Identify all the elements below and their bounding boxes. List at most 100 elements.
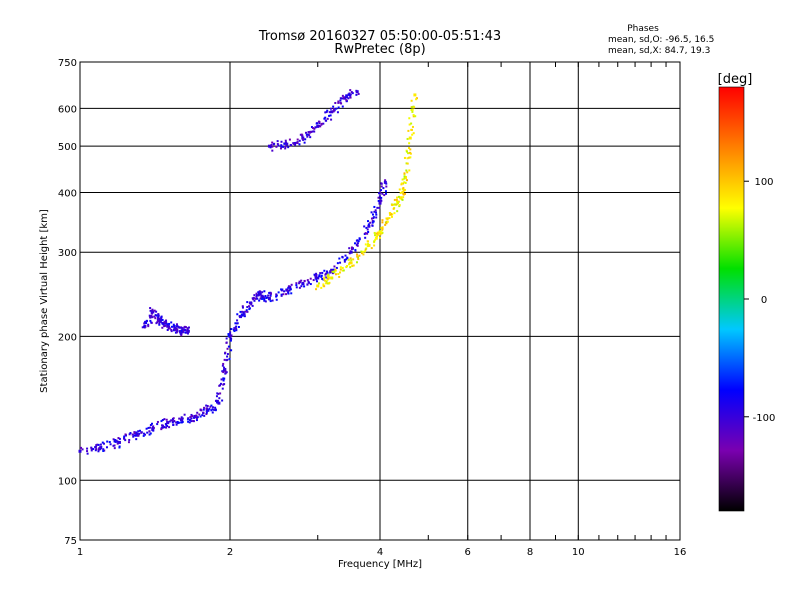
- echo-point: [151, 316, 154, 319]
- echo-point: [147, 426, 150, 429]
- echo-point: [131, 433, 134, 436]
- echo-point: [384, 190, 387, 193]
- echo-point: [395, 198, 398, 201]
- echo-point: [102, 450, 105, 453]
- echo-point: [245, 309, 248, 312]
- echo-point: [318, 275, 321, 278]
- echo-point: [325, 111, 328, 114]
- x-tick-label: 10: [572, 547, 585, 558]
- echo-point: [337, 272, 340, 275]
- echo-point: [339, 261, 342, 264]
- echo-point: [133, 432, 136, 435]
- echo-point: [388, 217, 391, 220]
- echo-point: [149, 432, 152, 435]
- y-tick-label: 300: [58, 248, 77, 259]
- echo-point: [157, 320, 160, 323]
- echo-point: [190, 420, 193, 423]
- echo-point: [213, 408, 216, 411]
- echo-point: [114, 439, 117, 442]
- echo-point: [403, 156, 406, 159]
- echo-point: [327, 275, 330, 278]
- echo-point: [221, 399, 224, 402]
- echo-point: [413, 106, 416, 109]
- echo-point: [210, 404, 213, 407]
- echo-point: [183, 329, 186, 332]
- echo-point: [198, 413, 201, 416]
- echo-point: [403, 181, 406, 184]
- echo-point: [346, 265, 349, 268]
- echo-point: [149, 426, 152, 429]
- echo-point: [408, 123, 411, 126]
- echo-point: [165, 418, 168, 421]
- echo-point: [267, 294, 270, 297]
- echo-point: [161, 318, 164, 321]
- echo-point: [314, 276, 317, 279]
- echo-point: [377, 233, 380, 236]
- echo-point: [367, 243, 370, 246]
- echo-point: [219, 384, 222, 387]
- echo-point: [145, 427, 148, 430]
- echo-point: [187, 420, 190, 423]
- echo-point: [323, 278, 326, 281]
- echo-point: [212, 406, 215, 409]
- echo-point: [251, 304, 254, 307]
- echo-point: [386, 218, 389, 221]
- echo-point: [192, 420, 195, 423]
- echo-point: [227, 333, 230, 336]
- echo-point: [300, 285, 303, 288]
- echo-point: [411, 106, 414, 109]
- echo-point: [407, 146, 410, 149]
- echo-point: [95, 445, 98, 448]
- echo-point: [269, 294, 272, 297]
- data-point: [330, 110, 334, 114]
- echo-point: [273, 142, 276, 145]
- echo-point: [261, 297, 264, 300]
- echo-point: [298, 282, 301, 285]
- echo-point: [352, 264, 355, 267]
- echo-point: [410, 128, 413, 131]
- echo-point: [215, 399, 218, 402]
- echo-point: [400, 182, 403, 185]
- echo-point: [261, 291, 264, 294]
- echo-point: [410, 109, 413, 112]
- echo-point: [168, 426, 171, 429]
- echo-point: [323, 285, 326, 288]
- echo-point: [160, 427, 163, 430]
- echo-point: [407, 129, 410, 132]
- echo-point: [223, 377, 226, 380]
- echo-point: [404, 181, 407, 184]
- echo-point: [160, 428, 163, 431]
- echo-point: [230, 349, 233, 352]
- echo-point: [129, 432, 132, 435]
- echo-point: [241, 314, 244, 317]
- echo-point: [402, 192, 405, 195]
- echo-point: [246, 306, 249, 309]
- echo-point: [334, 269, 337, 272]
- echo-point: [408, 117, 411, 120]
- data-point: [403, 175, 407, 179]
- echo-point: [262, 296, 265, 299]
- echo-point: [357, 92, 360, 95]
- echo-point: [189, 418, 192, 421]
- echo-point: [108, 441, 111, 444]
- y-tick-label: 100: [58, 476, 77, 487]
- echo-point: [317, 282, 320, 285]
- echo-point: [159, 319, 162, 322]
- echo-point: [347, 97, 350, 100]
- echo-point: [113, 440, 116, 443]
- echo-point: [180, 329, 183, 332]
- echo-point: [406, 171, 409, 174]
- echo-point: [377, 199, 380, 202]
- echo-point: [372, 220, 375, 223]
- echo-point: [137, 434, 140, 437]
- echo-point: [252, 298, 255, 301]
- echo-point: [306, 279, 309, 282]
- echo-point: [298, 286, 301, 289]
- echo-point: [398, 204, 401, 207]
- echo-point: [170, 330, 173, 333]
- echo-point: [339, 268, 342, 271]
- echo-point: [350, 248, 353, 251]
- echo-point: [232, 328, 235, 331]
- echo-point: [306, 135, 309, 138]
- echo-point: [155, 310, 158, 313]
